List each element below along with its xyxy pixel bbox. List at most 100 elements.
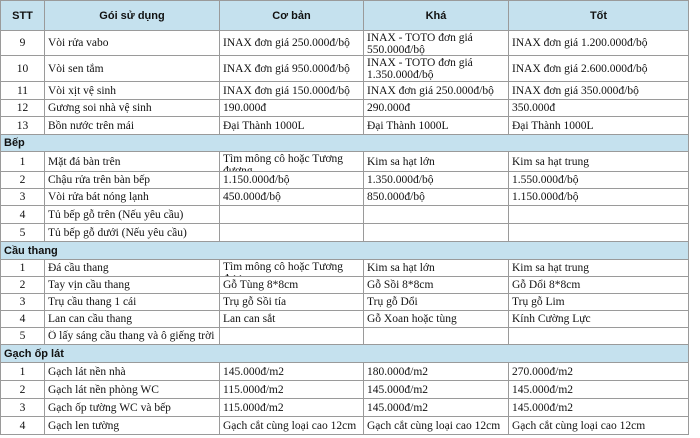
table-cell: Đá cầu thang [44, 259, 220, 277]
table-cell: 1 [0, 151, 45, 172]
header-row: STT Gói sử dụng Cơ bản Khá Tốt [0, 0, 689, 31]
cell-text: 350.000đ [512, 102, 556, 114]
cell-text: Vòi sen tắm [48, 62, 104, 75]
table-cell: 1.150.000đ/bộ [219, 171, 364, 189]
table-cell: Gỗ Dổi 8*8cm [508, 276, 689, 294]
cell-text: INAX đơn giá 350.000đ/bộ [512, 84, 639, 97]
table-cell [219, 327, 364, 345]
cell-text: Gỗ Sồi 8*8cm [367, 279, 434, 291]
cell-text: 290.000đ [367, 102, 411, 114]
table-cell: INAX - TOTO đơn giá 550.000đ/bộ [363, 30, 509, 56]
cell-text: Trụ cầu thang 1 cái [48, 296, 137, 308]
table-cell: 10 [0, 55, 45, 82]
table-cell: INAX đơn giá 2.600.000đ/bộ [508, 55, 689, 82]
cell-text: Gỗ Xoan hoặc tùng [367, 313, 457, 325]
table-cell: 145.000đ/m2 [508, 380, 689, 399]
table-cell: INAX đơn giá 950.000đ/bộ [219, 55, 364, 82]
table-cell: Vòi rửa bát nóng lạnh [44, 188, 220, 206]
cell-text: 1.350.000đ/bộ [367, 174, 434, 186]
cell-text: Tay vịn cầu thang [48, 279, 130, 291]
header-cell: Gói sử dụng [44, 0, 220, 31]
table-cell [508, 205, 689, 224]
cell-text: 9 [19, 37, 26, 49]
cell-text: 10 [16, 62, 29, 75]
table-cell: 850.000đ/bộ [363, 188, 509, 206]
cell-text: 180.000đ/m2 [367, 365, 429, 378]
table-cell: Kính Cường Lực [508, 310, 689, 328]
cell-text: Kính Cường Lực [512, 313, 591, 325]
table-cell: Mặt đá bàn trên [44, 151, 220, 172]
table-cell: Đại Thành 1000L [219, 116, 364, 135]
table-cell: 180.000đ/m2 [363, 362, 509, 381]
cell-text: 1.550.000đ/bộ [512, 174, 579, 186]
cell-text: Trụ gỗ Lim [512, 296, 565, 308]
cell-text: Gạch lát nền nhà [48, 365, 126, 378]
table-cell: Trụ cầu thang 1 cái [44, 293, 220, 311]
table-row: 1 Đá cầu thang Tìm mông cô hoặc Tương đươ K… [0, 259, 689, 277]
cell-text: Vòi rửa vabo [48, 37, 109, 49]
cell-text: Đại Thành 1000L [512, 119, 594, 132]
cell-text: Tìm mông cô hoặc Tương đương [223, 152, 344, 171]
table-cell: Kim sa hạt lớn [363, 259, 509, 277]
table-cell: Lan can cầu thang [44, 310, 220, 328]
table-row: 1 Mặt đá bàn trên Tìm mông cô hoặc Tương đ… [0, 151, 689, 172]
section-title: Bếp [0, 134, 689, 152]
table-cell: 290.000đ [363, 99, 509, 117]
cell-text: 145.000đ/m2 [367, 383, 429, 396]
cell-text: INAX đơn giá 950.000đ/bộ [223, 62, 350, 75]
cell-text: 115.000đ/m2 [223, 401, 284, 414]
cell-text: INAX đơn giá 150.000đ/bộ [223, 84, 350, 97]
table-row: 2 Tay vịn cầu thang Gỗ Tùng 8*8cm Gỗ Sồi 8*… [0, 276, 689, 294]
table-cell: INAX đơn giá 250.000đ/bộ [363, 81, 509, 100]
cell-text: 2 [19, 383, 26, 396]
table-cell: 145.000đ/m2 [219, 362, 364, 381]
table-cell: Gỗ Tùng 8*8cm [219, 276, 364, 294]
table-row: 2 Gạch lát nền phòng WC 115.000đ/m2 145.000… [0, 380, 689, 399]
cell-text: Kim sa hạt trung [512, 262, 589, 274]
cell-text: Kim sa hạt lớn [367, 155, 435, 168]
table-cell: Trụ gỗ Sồi tía [219, 293, 364, 311]
table-cell: Ô lấy sáng cầu thang và ô giếng trời [44, 327, 220, 345]
header-cell: STT [0, 0, 45, 31]
cell-text: 3 [19, 401, 26, 414]
cell-text: Gạch cắt cùng loại cao 12cm [512, 419, 646, 432]
table-cell: INAX đơn giá 150.000đ/bộ [219, 81, 364, 100]
table-cell: 190.000đ [219, 99, 364, 117]
cell-text: 270.000đ/m2 [512, 365, 574, 378]
table-cell: 5 [0, 223, 45, 242]
table-cell: 3 [0, 398, 45, 417]
table-cell: 11 [0, 81, 45, 100]
table-cell: Gạch cắt cùng loại cao 12cm [219, 416, 364, 435]
cell-text: 1 [19, 365, 26, 378]
cell-text: 1.150.000đ/bộ [223, 174, 290, 186]
table-row: 3 Trụ cầu thang 1 cái Trụ gỗ Sồi tía Trụ gỗ… [0, 293, 689, 311]
cell-text: INAX - TOTO đơn giá 1.350.000đ/bộ [367, 56, 473, 81]
table-cell: 350.000đ [508, 99, 689, 117]
table-cell: Tìm mông cô hoặc Tương đươ [219, 259, 364, 277]
table-row: 2 Chậu rửa trên bàn bếp 1.150.000đ/bộ 1.350… [0, 171, 689, 189]
table-row: 3 Gạch ốp tường WC và bếp 115.000đ/m2 145.0… [0, 398, 689, 417]
cell-text: Lan can sắt [223, 313, 276, 325]
table-row: 4 Gạch len tường Gạch cắt cùng loại cao 12… [0, 416, 689, 435]
table-cell: Gạch cắt cùng loại cao 12cm [508, 416, 689, 435]
table-row: 5 Ô lấy sáng cầu thang và ô giếng trời [0, 327, 689, 345]
table-cell [508, 327, 689, 345]
cell-text: 190.000đ [223, 102, 267, 114]
table-cell: Trụ gỗ Lim [508, 293, 689, 311]
table-cell: 270.000đ/m2 [508, 362, 689, 381]
cell-text: INAX đơn giá 250.000đ/bộ [223, 37, 350, 49]
table-cell: 13 [0, 116, 45, 135]
cell-text: 115.000đ/m2 [223, 383, 284, 396]
cell-text: INAX đơn giá 2.600.000đ/bộ [512, 62, 648, 75]
cell-text: Bồn nước trên mái [48, 119, 135, 132]
table-cell: Trụ gỗ Dổi [363, 293, 509, 311]
cell-text: Kim sa hạt trung [512, 155, 589, 168]
cell-text: 4 [19, 208, 26, 221]
cell-text: Tủ bếp gỗ trên (Nếu yêu cầu) [48, 208, 184, 221]
table-cell: Gạch len tường [44, 416, 220, 435]
table-cell: Lan can sắt [219, 310, 364, 328]
cell-text: Gương soi nhà vệ sinh [48, 102, 152, 114]
table-cell: Kim sa hạt trung [508, 151, 689, 172]
cell-text: Tủ bếp gỗ dưới (Nếu yêu cầu) [48, 226, 187, 239]
cell-text: Gạch ốp tường WC và bếp [48, 401, 171, 414]
